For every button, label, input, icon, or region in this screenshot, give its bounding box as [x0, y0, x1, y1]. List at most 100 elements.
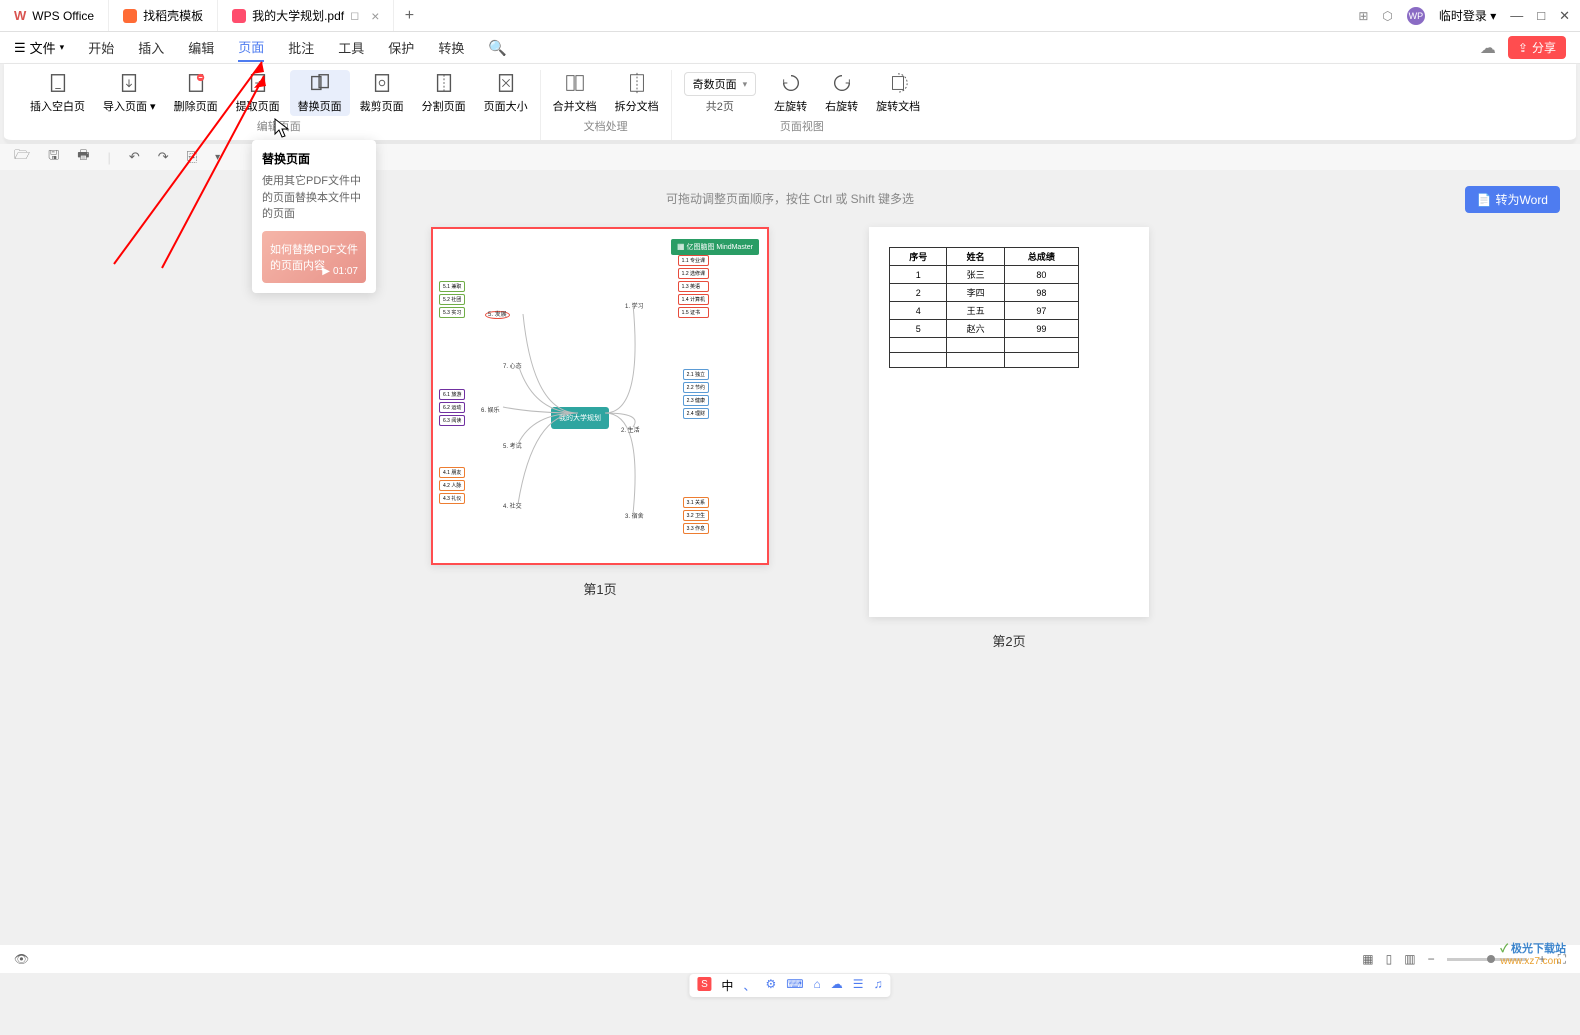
minimize-button[interactable]: — — [1510, 8, 1523, 23]
single-page-icon[interactable]: ▯ — [1386, 952, 1393, 966]
merge-doc-button[interactable]: 合并文档 — [545, 70, 605, 116]
split-page-button[interactable]: 分割页面 — [414, 70, 474, 116]
ribbon-group-label: 页面视图 — [780, 118, 824, 134]
ime-toolbar[interactable]: S 中 、 ⚙ ⌨ ⌂ ☁ ☰ ♫ — [689, 974, 890, 997]
split-doc-icon — [626, 72, 648, 94]
mm-node: 4. 社交 — [503, 501, 522, 510]
mm-leaf-group: 5.1 兼职 5.2 社团 5.3 实习 — [439, 281, 465, 318]
sogou-icon: S — [697, 977, 711, 991]
layout-icon[interactable]: ⊞ — [1358, 9, 1368, 23]
view-icon[interactable]: 👁 — [14, 952, 29, 966]
thumbnail-view-icon[interactable]: ▦ — [1362, 952, 1373, 966]
convert-to-word-button[interactable]: 📄 转为Word — [1465, 186, 1560, 213]
page-thumbnail-1[interactable]: ▦ 亿图脑图 MindMaster 我的大学规划 5. 发展 7. 心态 6. … — [431, 227, 769, 650]
tab-templates[interactable]: 找稻壳模板 — [109, 0, 218, 31]
menu-protect[interactable]: 保护 — [388, 38, 414, 57]
tab-close-icon[interactable]: × — [371, 8, 379, 24]
page-label: 第1页 — [583, 579, 616, 598]
mm-node: 5. 考试 — [503, 441, 522, 450]
table-row — [890, 353, 1079, 368]
title-bar: W WPS Office 找稻壳模板 我的大学规划.pdf ◻ × + ⊞ ⬡ … — [0, 0, 1580, 32]
mindmap-center: 我的大学规划 — [551, 407, 609, 429]
page-filter-combo[interactable]: 奇数页面▾ — [684, 72, 757, 96]
crop-page-button[interactable]: 裁剪页面 — [352, 70, 412, 116]
page-size-icon — [495, 72, 517, 94]
share-button[interactable]: ⇪ 分享 — [1508, 36, 1566, 59]
rotate-left-button[interactable]: 左旋转 — [766, 70, 815, 116]
search-icon[interactable]: 🔍 — [488, 39, 507, 57]
split-page-icon — [433, 72, 455, 94]
rotate-doc-button[interactable]: 旋转文档 — [868, 70, 928, 116]
cloud-icon[interactable]: ☁ — [1480, 38, 1496, 58]
mm-leaf-group: 6.1 旅游 6.2 运动 6.3 阅读 — [439, 389, 465, 426]
tab-document[interactable]: 我的大学规划.pdf ◻ × — [218, 0, 394, 31]
tooltip-desc: 使用其它PDF文件中的页面替换本文件中的页面 — [262, 173, 366, 223]
merge-doc-icon — [564, 72, 586, 94]
titlebar-right: ⊞ ⬡ WP 临时登录 ▾ — □ ✕ — [1358, 7, 1580, 25]
play-icon: ▶ — [322, 266, 330, 277]
status-bar: 👁 ▦ ▯ ▥ − + ⛶ — [0, 945, 1580, 973]
mm-node: 2. 生活 — [621, 425, 640, 434]
rotate-right-button[interactable]: 右旋转 — [817, 70, 866, 116]
tab-wps-office[interactable]: W WPS Office — [0, 0, 109, 31]
ribbon-group-doc: 合并文档 拆分文档 文档处理 — [541, 70, 672, 140]
mm-node: 5. 发展 — [485, 309, 510, 318]
chevron-down-icon: ▾ — [60, 42, 65, 53]
menu-convert[interactable]: 转换 — [438, 38, 464, 57]
ribbon-group-view: 奇数页面▾ 共2页 左旋转 右旋转 旋转文档 页面视图 — [672, 70, 933, 140]
tab-monitor-icon[interactable]: ◻ — [350, 9, 359, 22]
rotate-left-icon — [780, 72, 802, 94]
wps-logo-icon: W — [14, 8, 26, 23]
watermark: ✓ 极光下载站 www.xz7.com — [1500, 940, 1566, 967]
zoom-out-icon[interactable]: − — [1428, 952, 1435, 966]
mm-leaf-group: 1.1 专业课 1.2 选修课 1.3 英语 1.4 计算机 1.5 证书 — [678, 255, 709, 318]
continuous-icon[interactable]: ▥ — [1404, 952, 1415, 966]
page-count-label: 共2页 — [684, 98, 757, 114]
workspace: 可拖动调整页面顺序，按住 Ctrl 或 Shift 键多选 📄 转为Word ▦… — [0, 170, 1580, 1003]
menu-annotate[interactable]: 批注 — [288, 38, 314, 57]
table-header-row: 序号 姓名 总成绩 — [890, 248, 1079, 266]
user-label[interactable]: 临时登录 ▾ — [1439, 7, 1496, 24]
page-1-content: ▦ 亿图脑图 MindMaster 我的大学规划 5. 发展 7. 心态 6. … — [431, 227, 769, 565]
cube-icon[interactable]: ⬡ — [1382, 9, 1392, 23]
split-doc-button[interactable]: 拆分文档 — [607, 70, 667, 116]
replace-page-tooltip: 替换页面 使用其它PDF文件中的页面替换本文件中的页面 如何替换PDF文件的页面… — [252, 140, 376, 293]
open-icon[interactable]: 🗁 — [14, 146, 30, 168]
tab-label: 找稻壳模板 — [143, 7, 203, 24]
page-size-button[interactable]: 页面大小 — [476, 70, 536, 116]
print-icon[interactable]: 🖶 — [77, 146, 89, 168]
mm-node: 6. 娱乐 — [481, 405, 500, 414]
save-icon[interactable]: 🖫 — [48, 146, 59, 168]
tab-label: WPS Office — [32, 9, 94, 23]
insert-blank-page-button[interactable]: 插入空白页 — [22, 70, 93, 116]
template-icon — [123, 9, 137, 23]
score-table: 序号 姓名 总成绩 1张三80 2李四98 4王五97 5赵六99 — [889, 247, 1079, 368]
table-row: 4王五97 — [890, 302, 1079, 320]
user-avatar[interactable]: WP — [1407, 7, 1425, 25]
table-row: 1张三80 — [890, 266, 1079, 284]
table-row — [890, 338, 1079, 353]
mm-leaf-group: 4.1 朋友 4.2 人脉 4.3 礼仪 — [439, 467, 465, 504]
page-2-content: 序号 姓名 总成绩 1张三80 2李四98 4王五97 5赵六99 — [869, 227, 1149, 617]
tab-strip: W WPS Office 找稻壳模板 我的大学规划.pdf ◻ × + — [0, 0, 424, 31]
video-duration: ▶ 01:07 — [322, 266, 358, 277]
share-icon: ⇪ — [1518, 41, 1528, 55]
mindmap-lines — [433, 229, 769, 565]
mouse-cursor-icon — [274, 118, 292, 140]
new-tab-button[interactable]: + — [394, 0, 424, 31]
replace-page-icon — [309, 72, 331, 94]
crop-page-icon — [371, 72, 393, 94]
menu-tools[interactable]: 工具 — [338, 38, 364, 57]
tooltip-video-card[interactable]: 如何替换PDF文件的页面内容 ▶ 01:07 — [262, 231, 366, 283]
replace-page-button[interactable]: 替换页面 — [290, 70, 350, 116]
maximize-button[interactable]: □ — [1537, 8, 1545, 23]
file-menu-button[interactable]: ☰ 文件 ▾ — [14, 38, 64, 57]
page-label: 第2页 — [992, 631, 1025, 650]
pdf-icon — [232, 9, 246, 23]
page-thumbnail-2[interactable]: 序号 姓名 总成绩 1张三80 2李四98 4王五97 5赵六99 第2页 — [869, 227, 1149, 650]
blank-page-icon — [47, 72, 69, 94]
close-button[interactable]: ✕ — [1559, 8, 1570, 24]
table-row: 5赵六99 — [890, 320, 1079, 338]
word-icon: 📄 — [1477, 193, 1492, 207]
mm-node: 3. 宿舍 — [625, 511, 644, 520]
